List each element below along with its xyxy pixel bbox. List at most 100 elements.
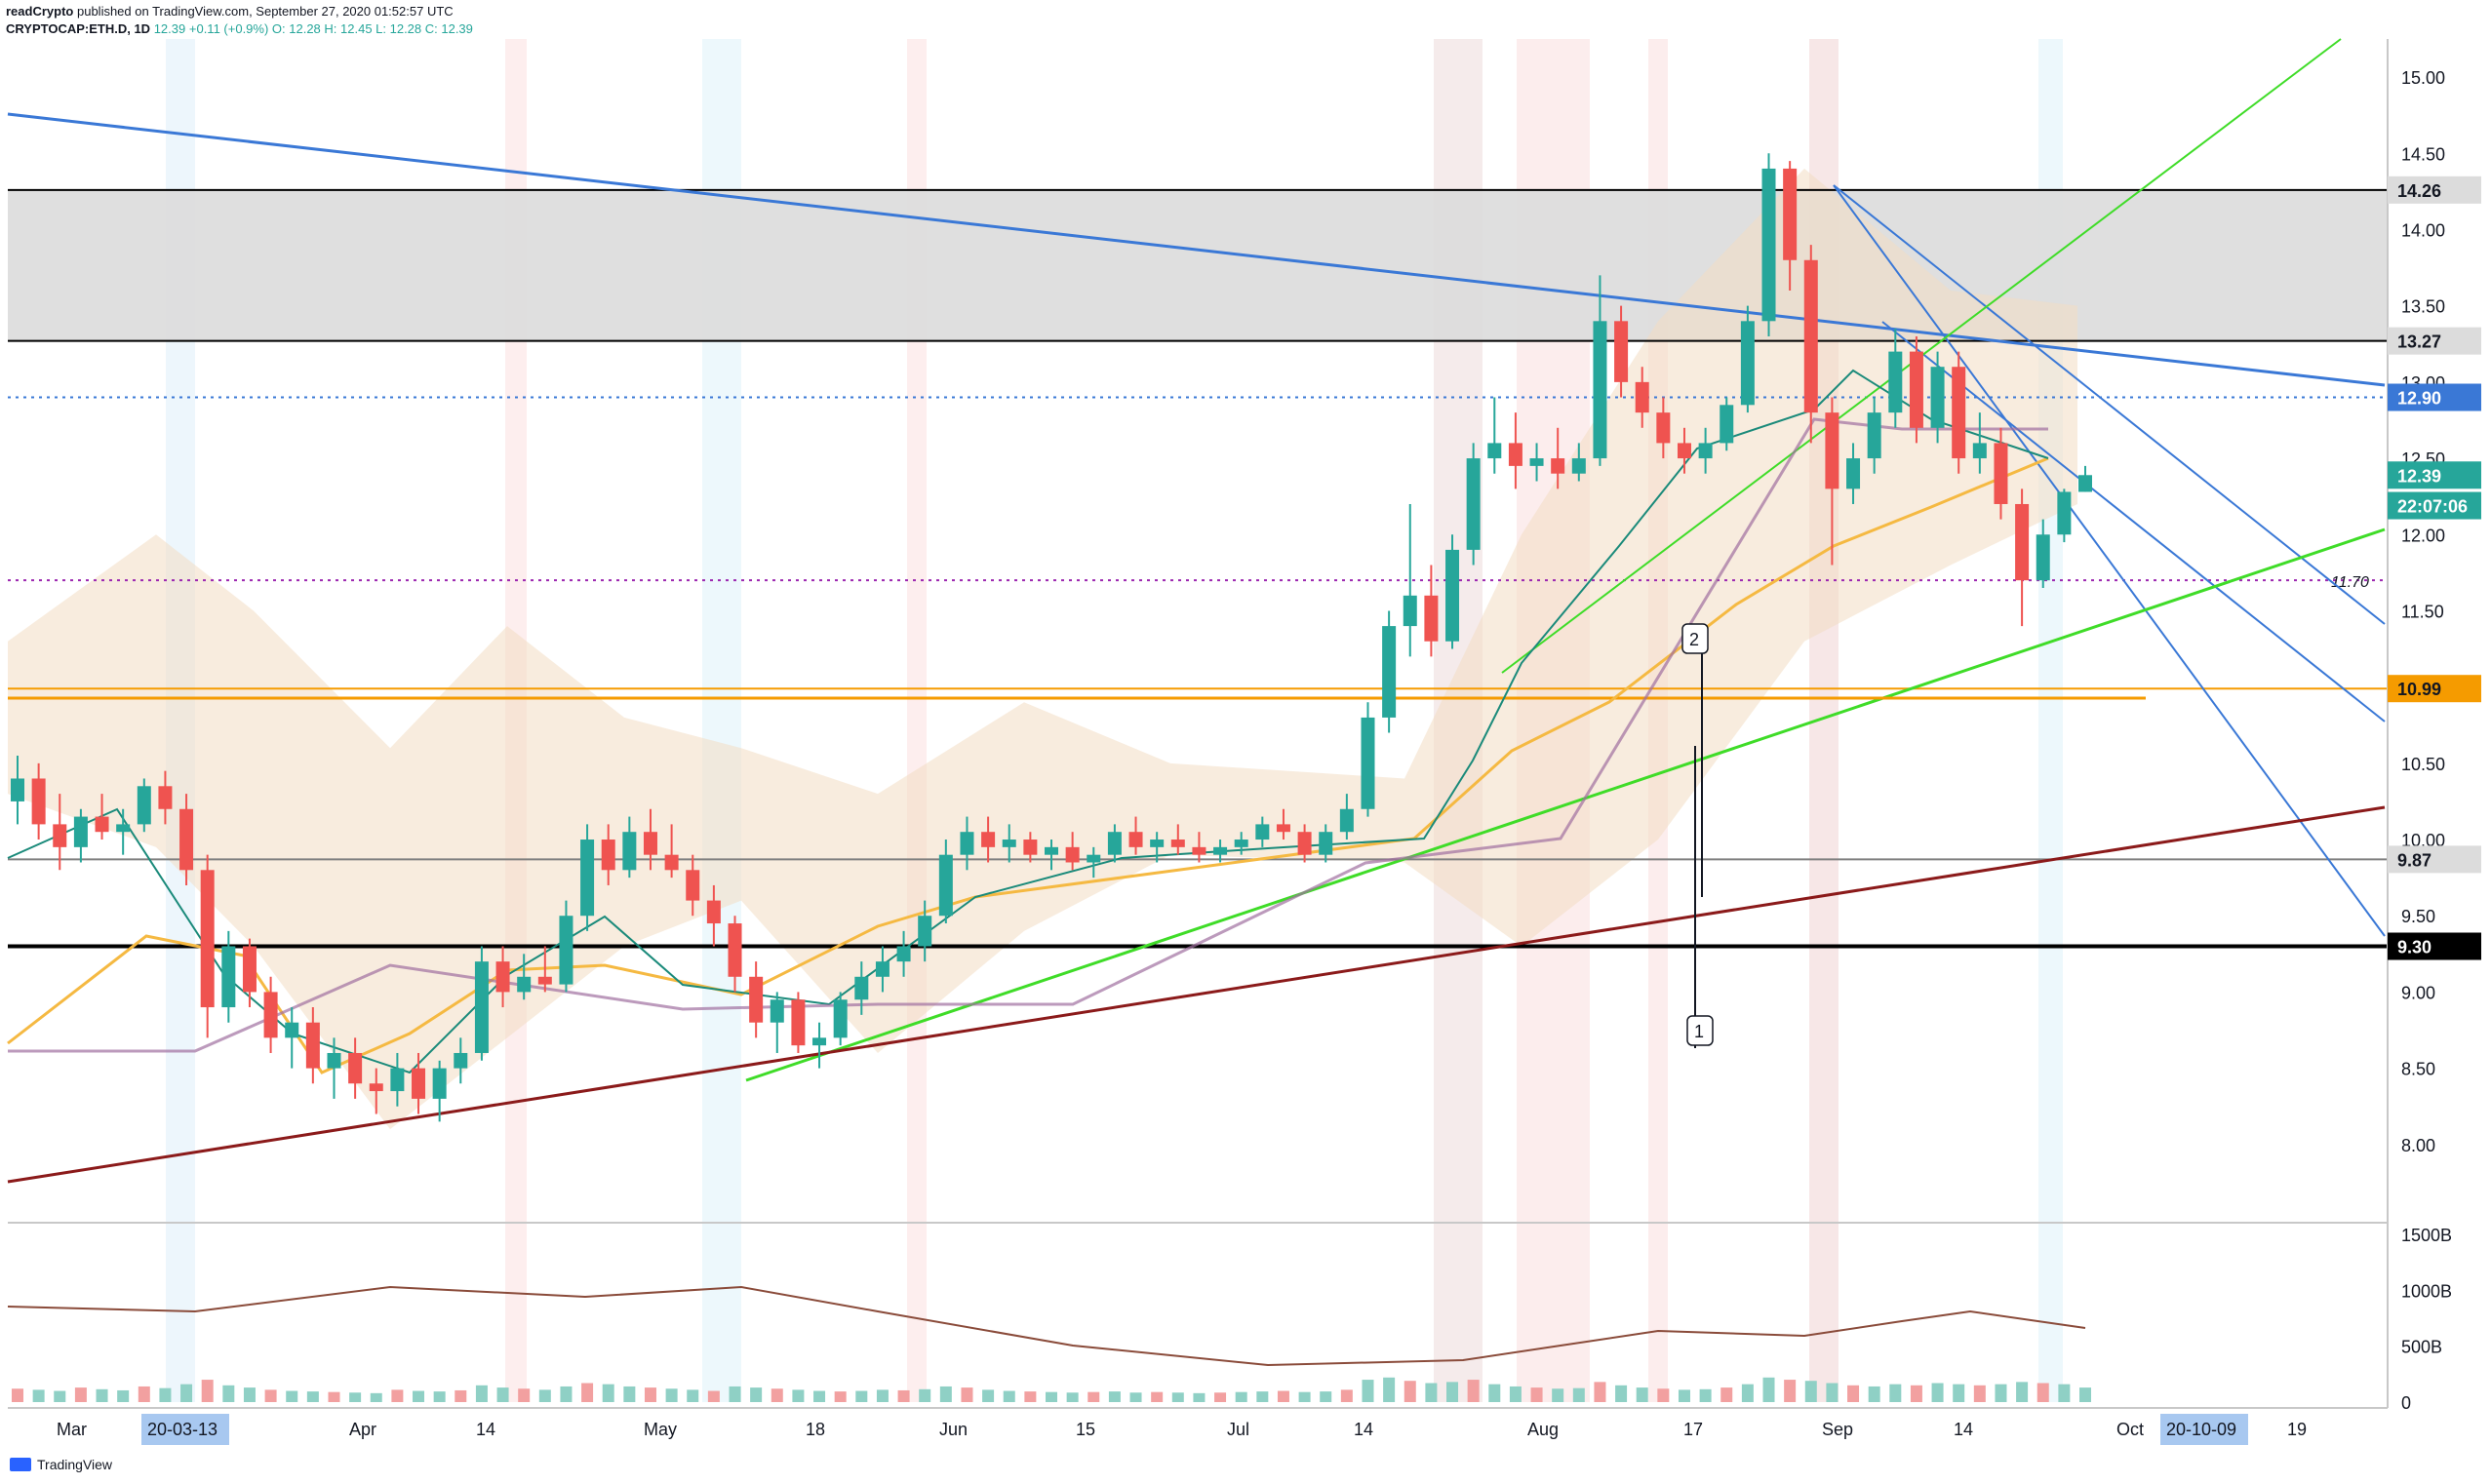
volume-bar <box>1446 1382 1459 1402</box>
candle-body <box>53 824 67 847</box>
volume-bar <box>750 1387 763 1402</box>
volume-bar <box>855 1390 868 1402</box>
candle-body <box>1297 832 1312 855</box>
price-tick-label: 12.00 <box>2401 526 2445 545</box>
candle-body <box>1740 321 1755 406</box>
volume-bar <box>1741 1384 1754 1402</box>
volume-bar <box>2058 1384 2071 1402</box>
candle-body <box>1339 808 1354 833</box>
candle-body <box>200 870 215 1008</box>
price-change: +0.11 (+0.9%) <box>188 21 269 36</box>
candle-body <box>1213 846 1228 855</box>
candle-body <box>854 976 869 1000</box>
price-tick-label: 9.00 <box>2401 983 2435 1002</box>
symbol-name[interactable]: CRYPTOCAP:ETH.D, 1D <box>6 21 151 36</box>
candle-body <box>1002 840 1016 847</box>
moving-average-purple <box>8 417 2048 1053</box>
volume-bar <box>1973 1385 1986 1402</box>
candle-body <box>137 786 151 825</box>
green-support-line <box>745 527 2386 1082</box>
candle-body <box>263 992 278 1038</box>
candle-body <box>1424 595 1439 642</box>
time-tick-label: 14 <box>476 1420 495 1439</box>
volume-bar <box>32 1389 45 1402</box>
price-tick-label: 8.00 <box>2401 1136 2435 1155</box>
price-label-box <box>2388 176 2481 204</box>
volume-bar <box>1129 1392 1142 1402</box>
volume-bar <box>1910 1385 1922 1402</box>
volume-bar <box>54 1390 66 1402</box>
time-tick-label: 18 <box>806 1420 825 1439</box>
price-label: 9.30 <box>2397 938 2432 957</box>
volume-bar <box>1762 1377 1775 1402</box>
candle-body <box>981 832 996 847</box>
candle-body <box>896 946 911 962</box>
candle-body <box>1698 443 1713 459</box>
volume-bar <box>413 1390 425 1402</box>
blue-channel-line-a <box>1833 184 2386 625</box>
price-label: 12.39 <box>2397 466 2441 486</box>
price-label-box <box>2388 461 2481 489</box>
price-label-box <box>2388 383 2481 411</box>
volume-bar <box>74 1387 87 1402</box>
author-name[interactable]: readCrypto <box>6 4 74 19</box>
volume-bar <box>159 1387 172 1402</box>
price-label: 22:07:06 <box>2397 497 2468 517</box>
symbol-line: CRYPTOCAP:ETH.D, 1D 12.39 +0.11 (+0.9%) … <box>6 21 473 36</box>
volume-bar <box>222 1385 235 1402</box>
volume-bar <box>1277 1390 1289 1402</box>
candle-body <box>1972 443 1987 459</box>
candle-body <box>1128 832 1143 847</box>
candle-body <box>918 916 932 947</box>
time-tick-label: Mar <box>57 1420 87 1439</box>
candle-body <box>1150 840 1165 847</box>
volume-bar <box>264 1389 277 1402</box>
volume-bar <box>1678 1389 1690 1402</box>
candle-body <box>1107 832 1122 855</box>
volume-bar <box>201 1380 214 1402</box>
candle-body <box>1045 846 1058 855</box>
highlighted-date-box <box>141 1414 229 1445</box>
candle-body <box>116 824 131 833</box>
volume-bar <box>96 1388 108 1402</box>
volume-bar <box>982 1389 995 1402</box>
candle-body <box>559 916 573 985</box>
publisher-line: readCrypto published on TradingView.com,… <box>6 4 454 19</box>
price-envelope <box>8 168 2077 1130</box>
candle-body <box>537 976 552 985</box>
time-tick-label: 17 <box>1683 1420 1703 1439</box>
candle-body <box>31 778 46 825</box>
volume-bar <box>623 1386 636 1402</box>
price-label: 9.87 <box>2397 850 2432 870</box>
candle-body <box>770 999 784 1023</box>
candle-body <box>875 961 890 977</box>
volume-bar <box>1804 1381 1817 1402</box>
volume-bar <box>538 1389 551 1402</box>
volume-bar <box>961 1387 973 1402</box>
volume-bar <box>560 1386 573 1402</box>
volume-bar <box>243 1387 256 1402</box>
candle-body <box>643 832 657 855</box>
candle-body <box>495 961 510 993</box>
volume-bar <box>729 1386 741 1402</box>
level-label: 11.70 <box>2331 574 2369 591</box>
candle-body <box>242 946 257 993</box>
volume-bar <box>349 1392 362 1402</box>
volume-bar <box>1066 1392 1079 1402</box>
candle-body <box>1635 381 1649 413</box>
volume-bar <box>792 1389 805 1402</box>
volume-bar <box>1425 1383 1438 1402</box>
price-label-box <box>2388 327 2481 355</box>
candle-body <box>1319 832 1333 855</box>
candle-body <box>1952 367 1966 459</box>
volume-bar <box>665 1388 678 1402</box>
price-tick-label: 10.50 <box>2401 755 2445 774</box>
volume-bar <box>1720 1387 1733 1402</box>
volume-bar <box>1087 1391 1100 1402</box>
candle-body <box>390 1068 405 1092</box>
candle-body <box>601 840 615 871</box>
candle-body <box>474 961 489 1053</box>
candle-body <box>1888 351 1903 413</box>
candle-body <box>1783 168 1798 260</box>
